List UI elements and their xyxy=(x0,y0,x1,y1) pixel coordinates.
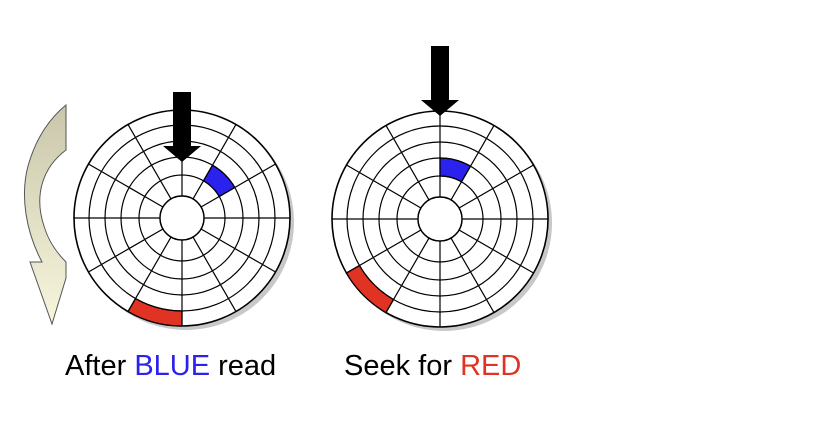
head-arrow-shape xyxy=(421,46,459,116)
sector-spoke xyxy=(88,228,164,273)
curved-arrow-shape xyxy=(23,103,67,326)
caption-after-blue-read: After BLUE read xyxy=(65,350,276,383)
sector-spoke xyxy=(458,229,534,274)
sector-spoke xyxy=(192,236,237,312)
caption-prefix: Seek for xyxy=(344,350,461,382)
disk-platter-left xyxy=(73,109,294,330)
platter-hub xyxy=(159,195,205,241)
head-arrow-shape xyxy=(163,92,201,162)
sector-spoke xyxy=(346,229,422,274)
caption-prefix: After xyxy=(65,350,135,382)
sector-spoke xyxy=(450,125,495,201)
sector-spoke xyxy=(200,163,276,208)
sector-spoke xyxy=(385,237,430,313)
down-arrow-icon xyxy=(163,92,201,162)
sector-spoke xyxy=(192,124,237,200)
disk-platter-right xyxy=(331,110,552,331)
sector-spoke xyxy=(127,236,172,312)
sector-spoke xyxy=(450,237,495,313)
sector-spoke xyxy=(385,125,430,201)
curved-arrow-icon xyxy=(23,103,67,326)
platter-hub xyxy=(417,196,463,242)
sector-spoke xyxy=(88,163,164,208)
sector-spoke xyxy=(200,228,276,273)
sector-spoke xyxy=(346,164,422,209)
sector-spoke xyxy=(127,124,172,200)
caption-seek-for-red: Seek for RED xyxy=(344,350,521,383)
sector-spoke xyxy=(458,164,534,209)
caption-highlight-blue: BLUE xyxy=(134,350,211,382)
caption-highlight-red: RED xyxy=(460,350,522,382)
caption-suffix: read xyxy=(210,350,277,382)
down-arrow-icon xyxy=(421,46,459,116)
